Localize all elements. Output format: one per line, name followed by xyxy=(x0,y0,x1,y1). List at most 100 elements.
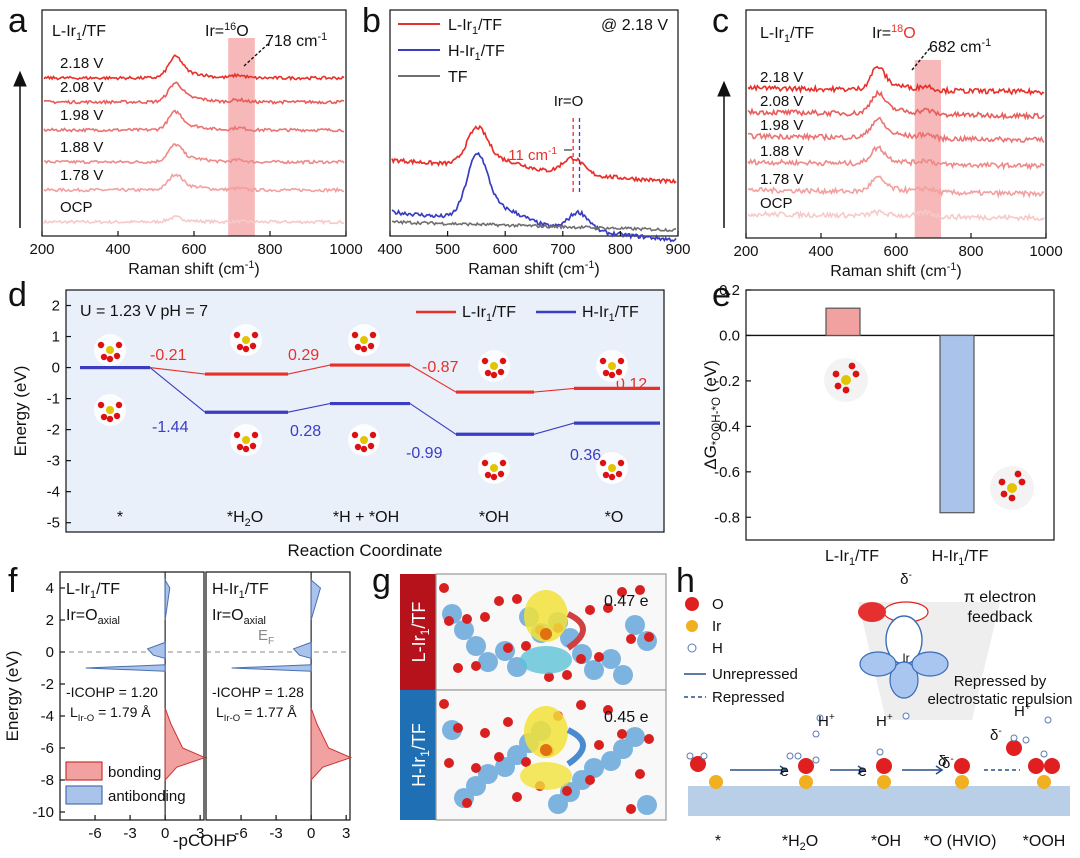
h-atom xyxy=(876,748,884,756)
conditions-label: U = 1.23 V pH = 7 xyxy=(80,303,208,320)
legend-label: Ir xyxy=(712,618,721,635)
delta-h: -0.99 xyxy=(406,445,443,462)
condition-label: @ 2.18 V xyxy=(601,17,668,34)
h-atom xyxy=(794,752,802,760)
trace-label: 1.98 V xyxy=(760,117,803,134)
axes-frame-1 xyxy=(205,571,351,821)
o-sphere xyxy=(453,663,463,673)
category-label: L-Ir1/TF xyxy=(825,548,879,568)
o-atom xyxy=(608,371,616,379)
arrow-head xyxy=(779,765,788,775)
hplus-label: H+ xyxy=(876,712,893,730)
ir-atom xyxy=(106,346,114,354)
bar-H-Ir1/TF xyxy=(939,334,975,514)
o-atom xyxy=(236,443,244,451)
delta-label: δ- xyxy=(990,726,1002,744)
o-atom xyxy=(499,459,507,467)
delta-l: -0.21 xyxy=(150,347,187,364)
delta-h: 0.28 xyxy=(290,423,321,440)
legend-swatch-antibonding xyxy=(65,785,103,805)
step-label: *H2O xyxy=(782,833,818,853)
axes-frame xyxy=(389,9,679,237)
o-atom xyxy=(249,342,257,350)
o-atom xyxy=(490,473,498,481)
o-atom xyxy=(236,343,244,351)
trace-h-ir xyxy=(391,151,677,243)
trace-label: 2.18 V xyxy=(60,55,103,72)
connector-H-Ir1/TF xyxy=(80,367,660,435)
band-label: Ir=O xyxy=(554,93,584,110)
x-tick-label: 900 xyxy=(665,241,690,258)
o-atom xyxy=(351,431,359,439)
antibonding-fill xyxy=(310,578,322,621)
o-atom xyxy=(798,758,814,774)
y-tick-label: 0.0 xyxy=(719,327,740,344)
h-atom xyxy=(1010,734,1018,742)
ir-site xyxy=(799,775,813,789)
ir-center xyxy=(540,744,552,756)
o-atom xyxy=(367,442,375,450)
o-atom xyxy=(367,342,375,350)
y-tick-label: -5 xyxy=(47,515,60,532)
o-atom xyxy=(100,353,108,361)
x-tick-label: 800 xyxy=(257,241,282,258)
y-tick-label: -3 xyxy=(47,453,60,470)
arrow-head xyxy=(857,765,866,775)
panel-letter-f: f xyxy=(8,562,18,600)
charge-density-lobe xyxy=(520,762,572,790)
o-atom xyxy=(1008,494,1016,502)
step-label: *OH xyxy=(479,509,509,526)
panel-a-title: L-Ir1/TF xyxy=(52,23,106,43)
delta-h: -1.44 xyxy=(152,419,189,436)
y-axis-label: Energy (eV) xyxy=(3,651,22,742)
o-atom xyxy=(832,370,840,378)
charge-density-lobe xyxy=(524,706,568,758)
x-tick-label: 1000 xyxy=(1029,243,1062,260)
o-atom xyxy=(617,459,625,467)
y-tick-label: -4 xyxy=(47,484,60,501)
subpanel-title: L-Ir1/TF xyxy=(66,581,120,601)
x-tick-label: 400 xyxy=(105,241,130,258)
o-atom xyxy=(1006,740,1022,756)
ir-atom xyxy=(360,336,368,344)
h-atom xyxy=(1044,716,1052,724)
trace-label: 1.88 V xyxy=(760,143,803,160)
legend-label: H-Ir1/TF xyxy=(448,43,505,63)
y-tick-label: -2 xyxy=(41,676,54,693)
trace-label: 2.18 V xyxy=(760,69,803,86)
panel-letter-c: c xyxy=(712,2,729,40)
charge-density-lobe xyxy=(520,646,572,674)
o-atom xyxy=(481,459,489,467)
o-sphere xyxy=(462,614,472,624)
trace-label: 1.78 V xyxy=(60,167,103,184)
ir-atom xyxy=(490,464,498,472)
trace-1.78V xyxy=(747,175,1045,199)
trace-label: 1.88 V xyxy=(60,139,103,156)
o-atom xyxy=(1018,478,1026,486)
o-sphere xyxy=(635,769,645,779)
arrow-head xyxy=(717,80,731,97)
o-atom xyxy=(354,343,362,351)
o-atom xyxy=(251,331,259,339)
h-atom xyxy=(786,752,794,760)
y-tick-label: -6 xyxy=(41,740,54,757)
row-label: L-Ir1/TF xyxy=(409,602,432,663)
trace-2.18V xyxy=(747,65,1045,96)
o-sphere xyxy=(512,792,522,802)
x-tick-label: 0 xyxy=(161,825,169,842)
ir-o-band xyxy=(228,38,255,236)
y-tick-label: -10 xyxy=(32,804,54,821)
o-atom xyxy=(360,345,368,353)
annotation-11: 11 cm-1 xyxy=(508,146,557,164)
o-sphere xyxy=(480,612,490,622)
o-atom xyxy=(106,355,114,363)
bonding-fill xyxy=(310,707,353,782)
ir-atom xyxy=(242,436,250,444)
antibonding-fill xyxy=(164,578,171,621)
o-sphere xyxy=(562,670,572,680)
o-sphere xyxy=(585,775,595,785)
trace-tf xyxy=(391,219,677,233)
x-tick-label: 500 xyxy=(435,241,460,258)
o-atom xyxy=(233,431,241,439)
o-sphere xyxy=(576,654,586,664)
